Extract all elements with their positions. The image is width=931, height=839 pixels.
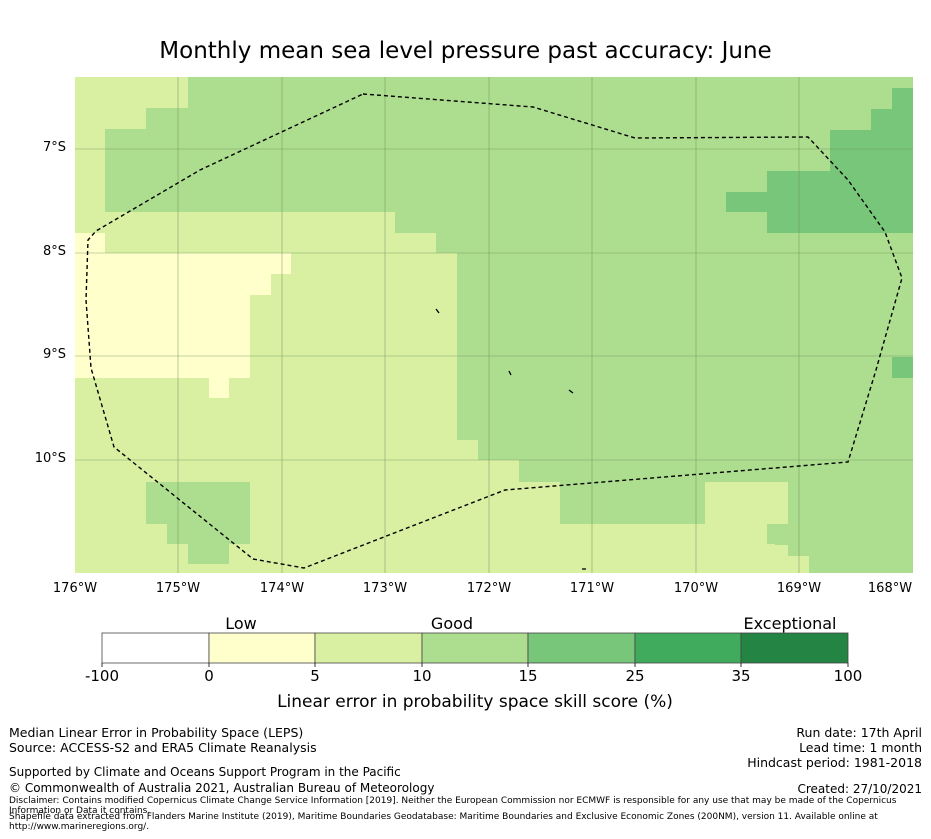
colorbar-segment-1 [101,632,210,664]
lat-tick-7s: 7°S [42,140,66,155]
lead-time-text: Lead time: 1 month [799,740,922,755]
colorbar [101,632,849,664]
lon-tick-174w: 174°W [259,581,305,596]
colorbar-segment-7 [740,632,849,664]
graticule [75,77,913,573]
lon-tick-170w: 170°W [673,581,719,596]
method-text: Median Linear Error in Probability Space… [9,725,304,740]
disclaimer-text: Disclaimer: Contains modified Copernicus… [9,796,897,816]
lat-tick-9s: 9°S [42,347,66,362]
copyright-text: © Commonwealth of Australia 2021, Austra… [9,781,435,795]
map-title: Monthly mean sea level pressure past acc… [159,38,772,64]
colorbar-tick-label: 5 [310,667,320,685]
colorbar-category-exceptional: Exceptional [743,614,837,633]
lon-tick-172w: 172°W [466,581,512,596]
colorbar-label: Linear error in probability space skill … [277,692,673,712]
hindcast-period-text: Hindcast period: 1981-2018 [747,755,922,770]
colorbar-tick-label: 25 [625,667,645,685]
lon-tick-168w: 168°W [867,581,913,596]
lon-tick-169w: 169°W [776,581,822,596]
support-text: Supported by Climate and Oceans Support … [9,765,401,779]
island-3 [568,389,574,394]
colorbar-category-good: Good [430,614,474,633]
shapefile-credit-text: Shapefile data extracted from Flanders M… [9,812,878,832]
colorbar-tick-marks [101,663,849,667]
colorbar-segment-6 [634,632,742,664]
colorbar-segment-3 [314,632,423,664]
colorbar-category-low: Low [225,614,257,633]
island-2 [508,370,512,376]
colorbar-tick-label: 10 [412,667,432,685]
skill-region-15-25 [726,88,913,378]
lat-tick-10s: 10°S [34,451,66,466]
lon-tick-175w: 175°W [155,581,201,596]
lon-tick-173w: 173°W [362,581,408,596]
colorbar-tick-label: -100 [84,667,120,685]
islands [435,308,586,570]
run-date-text: Run date: 17th April [796,725,922,740]
colorbar-segment-2 [208,632,316,664]
eez-boundary [85,93,903,569]
colorbar-tick-label: 35 [731,667,751,685]
island-1 [435,308,440,314]
colorbar-tick-label: 15 [518,667,538,685]
skill-region-0-5 [75,233,291,398]
lon-tick-176w: 176°W [52,581,98,596]
colorbar-segment-5 [527,632,636,664]
colorbar-tick-label: 0 [204,667,214,685]
skill-region-10-15-south [146,482,809,564]
colorbar-tick-label: 100 [833,667,863,685]
created-date-text: Created: 27/10/2021 [797,782,922,796]
lon-tick-171w: 171°W [569,581,615,596]
map-panel [75,77,913,573]
lat-tick-8s: 8°S [42,244,66,259]
source-text: Source: ACCESS-S2 and ERA5 Climate Reana… [9,740,317,755]
colorbar-segment-4 [421,632,529,664]
